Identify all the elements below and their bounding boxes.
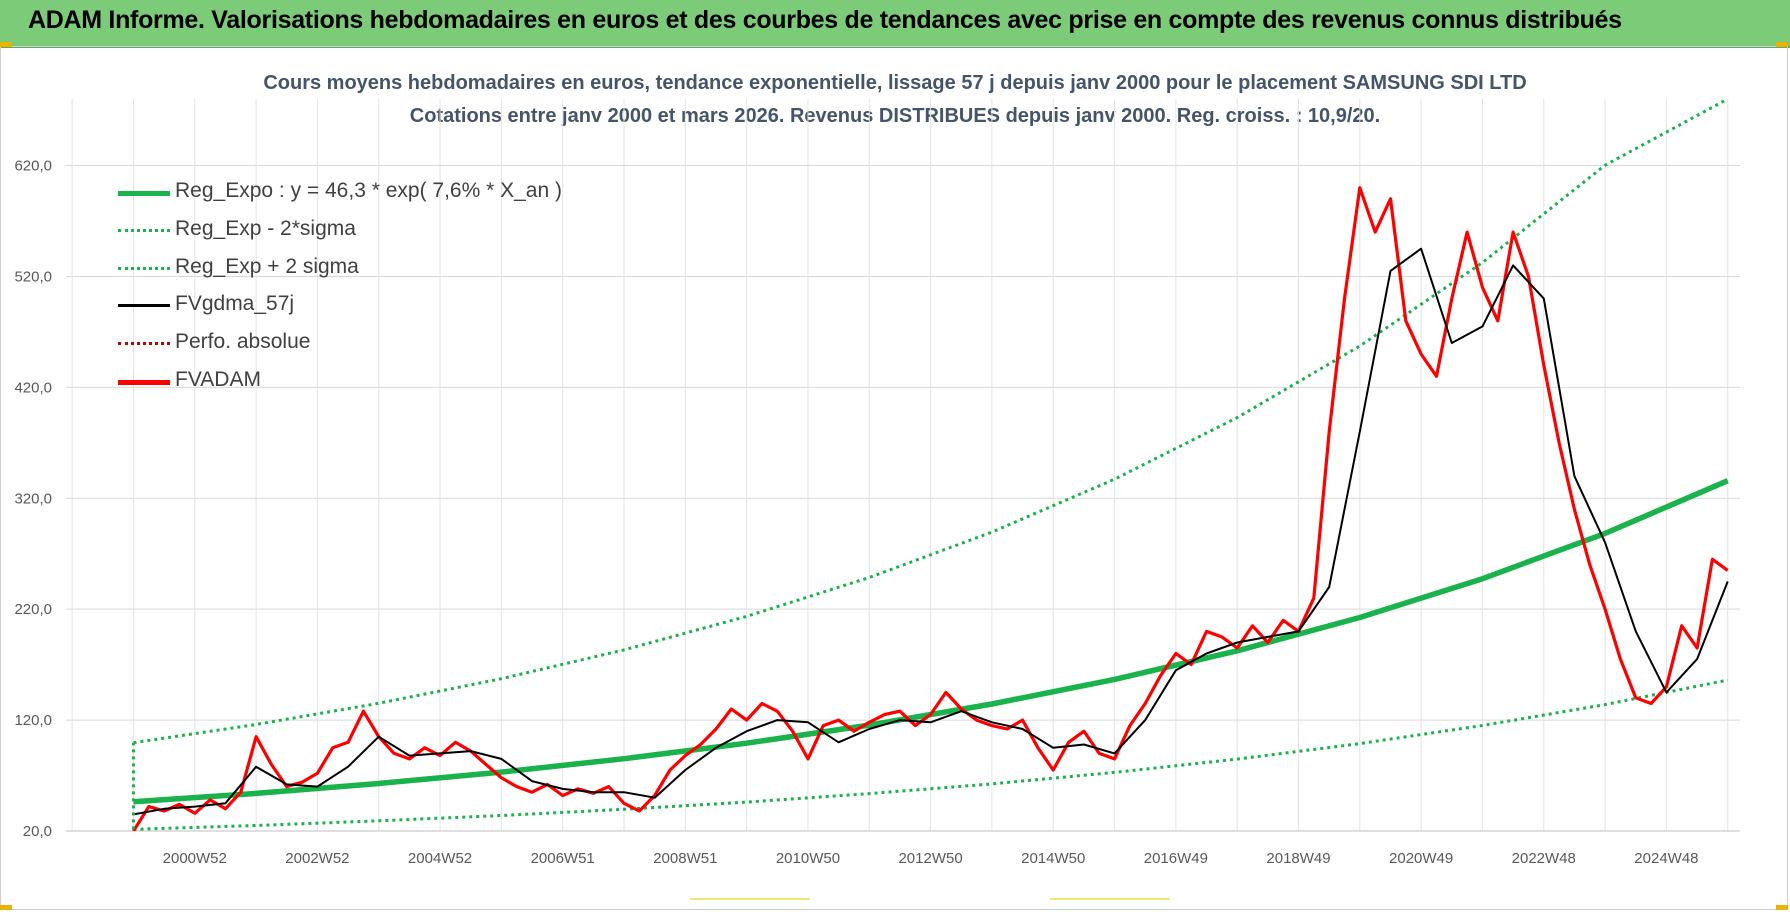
banner-title: ADAM Informe. Valorisations hebdomadaire… xyxy=(28,6,1622,34)
legend-swatch xyxy=(118,266,170,270)
report-banner: ADAM Informe. Valorisations hebdomadaire… xyxy=(0,0,1790,48)
y-tick-label: 320,0 xyxy=(14,490,52,507)
x-tick-label: 2004W52 xyxy=(408,850,472,867)
x-tick-label: 2012W50 xyxy=(898,850,962,867)
legend-swatch xyxy=(118,191,170,196)
y-tick-label: 20,0 xyxy=(23,823,52,840)
y-tick-label: 120,0 xyxy=(14,712,52,729)
corner-marker-top-left xyxy=(0,42,12,47)
y-tick-label: 220,0 xyxy=(14,601,52,618)
series-line-3 xyxy=(133,247,1729,816)
x-tick-label: 2010W50 xyxy=(776,850,840,867)
chart-title: Cours moyens hebdomadaires en euros, ten… xyxy=(263,72,1527,94)
legend-label: Reg_Exp + 2 sigma xyxy=(175,254,359,278)
legend-label: Reg_Exp - 2*sigma xyxy=(175,216,356,240)
legend-swatch xyxy=(118,379,170,385)
series-line-2 xyxy=(133,99,1729,745)
legend-label: Perfo. absolue xyxy=(175,330,311,354)
x-tick-label: 2020W49 xyxy=(1389,850,1453,867)
x-tick-label: 2014W50 xyxy=(1021,850,1085,867)
x-tick-label: 2018W49 xyxy=(1266,850,1330,867)
footer-marker-left xyxy=(690,898,810,900)
x-tick-label: 2006W51 xyxy=(531,850,595,867)
x-tick-label: 2002W52 xyxy=(285,850,349,867)
legend-label: FVADAM xyxy=(175,367,261,391)
x-tick-label: 2016W49 xyxy=(1144,850,1208,867)
corner-marker-bottom-right xyxy=(1776,905,1788,910)
corner-marker-top-right xyxy=(1776,42,1788,47)
y-tick-label: 420,0 xyxy=(14,379,52,396)
x-tick-label: 2008W51 xyxy=(653,850,717,867)
y-tick-label: 520,0 xyxy=(14,268,52,285)
series-line-1 xyxy=(133,678,1728,831)
corner-marker-bottom-left xyxy=(0,905,12,910)
footer-marker-right xyxy=(1050,898,1170,900)
legend-label: FVgdma_57j xyxy=(175,292,295,316)
legend-swatch xyxy=(118,304,170,308)
legend-swatch xyxy=(118,342,170,346)
x-tick-label: 2000W52 xyxy=(163,850,227,867)
series-line-5 xyxy=(132,186,1729,831)
x-tick-label: 2024W48 xyxy=(1634,850,1698,867)
legend-label: Reg_Expo : y = 46,3 * exp( 7,6% * X_an ) xyxy=(175,179,562,202)
chart-frame xyxy=(0,46,1788,910)
chart-subtitle: Cotations entre janv 2000 et mars 2026. … xyxy=(409,105,1381,127)
legend-swatch xyxy=(118,228,170,232)
x-tick-label: 2022W48 xyxy=(1512,850,1576,867)
y-tick-label: 620,0 xyxy=(14,158,52,175)
